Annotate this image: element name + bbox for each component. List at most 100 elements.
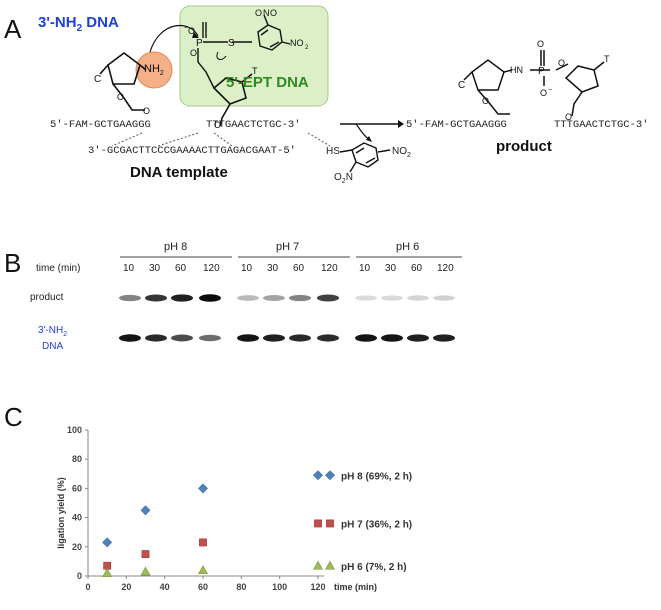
gel-time-label-0: 10 (123, 263, 135, 274)
byproduct-ring (339, 142, 391, 173)
svg-text:O: O (482, 96, 489, 106)
legend-label-2: pH 6 (7%, 2 h) (341, 562, 407, 573)
svg-text:−: − (548, 87, 552, 94)
legend-marker-2 (324, 560, 336, 570)
gel-dna-band-4 (237, 334, 259, 342)
series-0-point-0 (102, 537, 113, 548)
gel-product-band-4 (237, 295, 259, 301)
gel-time-label-9: 30 (385, 263, 397, 274)
gel-time-label-4: 10 (241, 263, 253, 274)
gel-row-product: product (30, 292, 64, 303)
svg-text:NO: NO (290, 38, 304, 48)
gel-dna-band-11 (433, 334, 455, 342)
gel-time-label: time (min) (36, 263, 81, 274)
series-1-point-1 (141, 550, 150, 558)
x-tick-label-3: 60 (198, 582, 208, 592)
svg-text:T: T (252, 66, 258, 76)
y-tick-label-4: 80 (72, 454, 82, 464)
gel-ph-bars (120, 256, 462, 258)
left-sugar-ring (99, 52, 147, 111)
svg-text:P: P (196, 38, 203, 49)
svg-text:P: P (538, 66, 545, 77)
amine-highlight-circle (135, 51, 173, 89)
x-tick-label-1: 20 (121, 582, 131, 592)
svg-text:T: T (604, 54, 610, 64)
gel-product-band-6 (289, 294, 311, 302)
gel-time-label-7: 120 (321, 263, 338, 274)
ept-phosphate (197, 14, 291, 89)
strand-left: 5'-FAM-GCTGAAGGG (50, 119, 151, 131)
template-strand: 3'-GCGACTTCCCGAAAACTTGAGACGAAT-5' (88, 145, 296, 157)
svg-text:2: 2 (305, 45, 309, 51)
gel-product-band-8 (355, 295, 377, 301)
gel-product-band-10 (407, 295, 429, 301)
series-2-point-0 (102, 567, 113, 577)
svg-text:O: O (190, 48, 197, 58)
svg-text:O: O (188, 26, 195, 36)
series-1-point-2 (199, 538, 207, 547)
byproduct-no2-right: NO2 (392, 146, 411, 159)
gel-dna-band-3 (199, 334, 221, 342)
strand-right: TTTGAACTCTGC-3' (206, 119, 301, 131)
gel-time-label-8: 10 (359, 263, 371, 274)
series-0-point-2 (198, 483, 208, 494)
left-sugar-c: C (94, 74, 101, 85)
svg-text:O: O (270, 8, 277, 18)
x-tick-label-4: 80 (236, 582, 246, 592)
gel-dna-band-10 (407, 334, 429, 342)
svg-text:HN: HN (510, 65, 523, 75)
template-label: DNA template (130, 164, 228, 181)
gel-product-band-3 (199, 294, 221, 302)
svg-text:O: O (214, 120, 221, 130)
gel-time-label-3: 120 (203, 263, 220, 274)
svg-text:O: O (540, 88, 547, 98)
svg-text:N: N (263, 8, 270, 18)
legend-marker-1 (326, 519, 334, 528)
gel-row-dna: 3'-NH2 DNA (38, 325, 68, 352)
svg-text:O: O (255, 8, 262, 18)
panel-c-letter: C (4, 402, 23, 432)
gel-product-band-5 (263, 295, 285, 301)
product-label: product (496, 138, 552, 155)
gel-time-label-10: 60 (411, 263, 423, 274)
left-sugar-o: O (117, 92, 124, 102)
product-strand-left: 5'-FAM-GCTGAAGGG (406, 119, 507, 131)
series-2-point-1 (140, 566, 151, 576)
y-axis-title: ligation yield (%) (56, 477, 66, 549)
gel-time-label-6: 60 (293, 263, 305, 274)
gel-dna-band-0 (119, 334, 141, 342)
gel-dna-band-8 (355, 334, 377, 342)
attack-arrow (149, 24, 199, 53)
gel-product-band-9 (381, 295, 403, 301)
x-axis-title: time (min) (334, 582, 377, 592)
svg-text:O: O (558, 58, 565, 68)
gel-product-band-11 (433, 295, 455, 301)
gel-ph-label-1: pH 8 (164, 241, 188, 253)
gel-product-band-7 (317, 294, 339, 302)
gel-product-band-2 (171, 294, 193, 302)
right-sugar-ring (212, 73, 253, 127)
svg-text:C: C (458, 80, 465, 91)
gel-ph-label-3: pH 6 (396, 241, 420, 253)
gel-time-label-11: 120 (437, 263, 454, 274)
series-2-point-2 (197, 565, 209, 575)
svg-text:O: O (537, 39, 544, 49)
ligation-yield-chart: 0 20 40 60 80 100 0 20 40 60 80 100 120 ligation yiel… (56, 425, 412, 592)
product-strand-right: TTTGAACTCTGC-3' (554, 119, 649, 131)
nh2-group-label: NH2 (144, 63, 164, 78)
byproduct-hs: HS (326, 146, 340, 157)
series-1-point-3 (314, 519, 322, 528)
gel-dna-band-5 (263, 334, 285, 342)
series-0-point-3 (313, 470, 323, 481)
y-tick-label-2: 40 (72, 513, 82, 523)
panel-b-letter: B (4, 248, 22, 278)
gel-product-band-0 (119, 294, 141, 302)
x-tick-label-6: 120 (310, 582, 325, 592)
svg-text:−: − (184, 23, 189, 32)
x-tick-label-5: 100 (272, 582, 287, 592)
reaction-scheme: C O O P S O − O O N O NO 2 T O (94, 5, 610, 173)
svg-text:S: S (228, 38, 235, 49)
gel-dna-band-6 (289, 334, 311, 342)
x-tick-label-2: 40 (160, 582, 170, 592)
gel-dna-band-9 (381, 334, 403, 342)
